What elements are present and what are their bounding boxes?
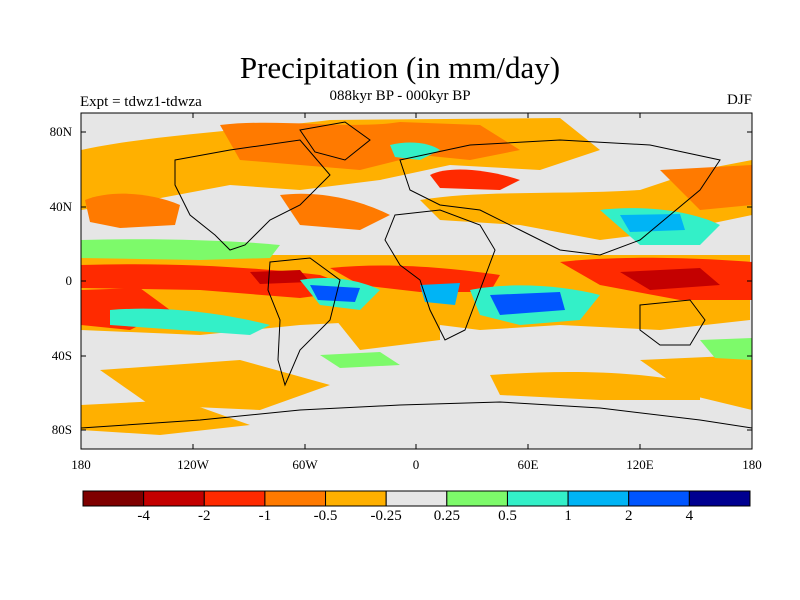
region-antarctic-coast-dry [81,400,250,435]
lat-label-40n: 40N [49,199,72,214]
lat-ticks [81,131,752,431]
region-south-atlantic-wet [320,352,400,368]
region-southern-ocean-dry [490,372,700,400]
colorbar [82,490,751,507]
precip-anomaly-field [81,118,752,435]
lon-ticks [192,113,641,449]
region-east-pacific-dry-core [250,270,310,284]
region-pacific-south-dry [640,355,752,410]
colorbar-swatch [446,490,508,507]
colorbar-label: -4 [137,508,150,524]
season-label: DJF [726,92,752,108]
region-south-atlantic-dry [320,300,440,350]
eurasia-outline [399,139,721,256]
region-southwest-pacific-wet [700,338,752,360]
region-north-pacific-wet [81,239,280,260]
figure-subtitle: 088kyr BP - 000kyr BP [329,88,471,104]
colorbar-label: 0.25 [433,508,460,524]
lon-label-120e: 120E [626,457,654,472]
region-north-atlantic-dry [280,193,390,230]
colorbar-swatch [628,490,690,507]
region-northwest-pacific-dry [660,165,752,210]
coastlines [81,121,752,429]
lon-label-0: 0 [412,457,420,472]
region-greenland-dry [220,122,520,170]
north-america-outline [174,139,331,251]
lat-label-40s: 40S [51,348,72,363]
africa-outline [384,209,496,341]
antarctica-outline [81,401,752,429]
colorbar-label: 2 [624,508,633,524]
region-indonesia-dry-core [620,268,720,290]
colorbar-label: 4 [685,508,694,524]
colorbar-swatch [264,490,327,507]
colorbar-swatch [385,490,448,507]
lon-label-180e: 180 [742,457,762,472]
region-east-asia-wet-core [620,214,685,232]
region-north-atlantic-wet [390,142,440,160]
colorbar-swatch [203,490,266,507]
colorbar-label: -0.25 [370,508,402,524]
colorbar-swatch [688,490,751,507]
lon-label-60e: 60E [517,457,539,472]
colorbar-swatch [143,490,205,507]
region-amazon-wet-core [310,285,360,302]
colorbar-swatch [325,490,387,507]
region-africa-wet [420,283,460,305]
region-north-pacific-dry [85,193,180,228]
lon-label-120w: 120W [177,457,209,472]
region-indian-ocean-wet-core [490,292,565,315]
colorbar-label: -2 [198,508,211,524]
colorbar-label: 1 [564,508,572,524]
lon-label-60w: 60W [292,457,318,472]
australia-outline [639,299,706,346]
colorbar-swatch [506,490,569,507]
region-southeast-pacific-dry [100,360,330,410]
colorbar-label: -0.5 [313,508,338,524]
figure-title: Precipitation (in mm/day) [239,50,561,85]
lon-label-180w: 180 [71,457,91,472]
lat-label-80s: 80S [51,422,72,437]
colorbar-label: 0.5 [498,508,517,524]
experiment-label: Expt = tdwz1-tdwza [80,94,202,110]
lat-label-80n: 80N [49,124,72,139]
region-south-pacific-wet [110,308,270,335]
colorbar-swatch [567,490,630,507]
colorbar-swatch [82,490,145,507]
greenland-outline [299,121,371,161]
colorbar-label: -1 [258,508,272,524]
region-scandinavia-dry [430,169,520,190]
south-america-outline [267,257,341,387]
lat-label-0: 0 [65,273,73,288]
